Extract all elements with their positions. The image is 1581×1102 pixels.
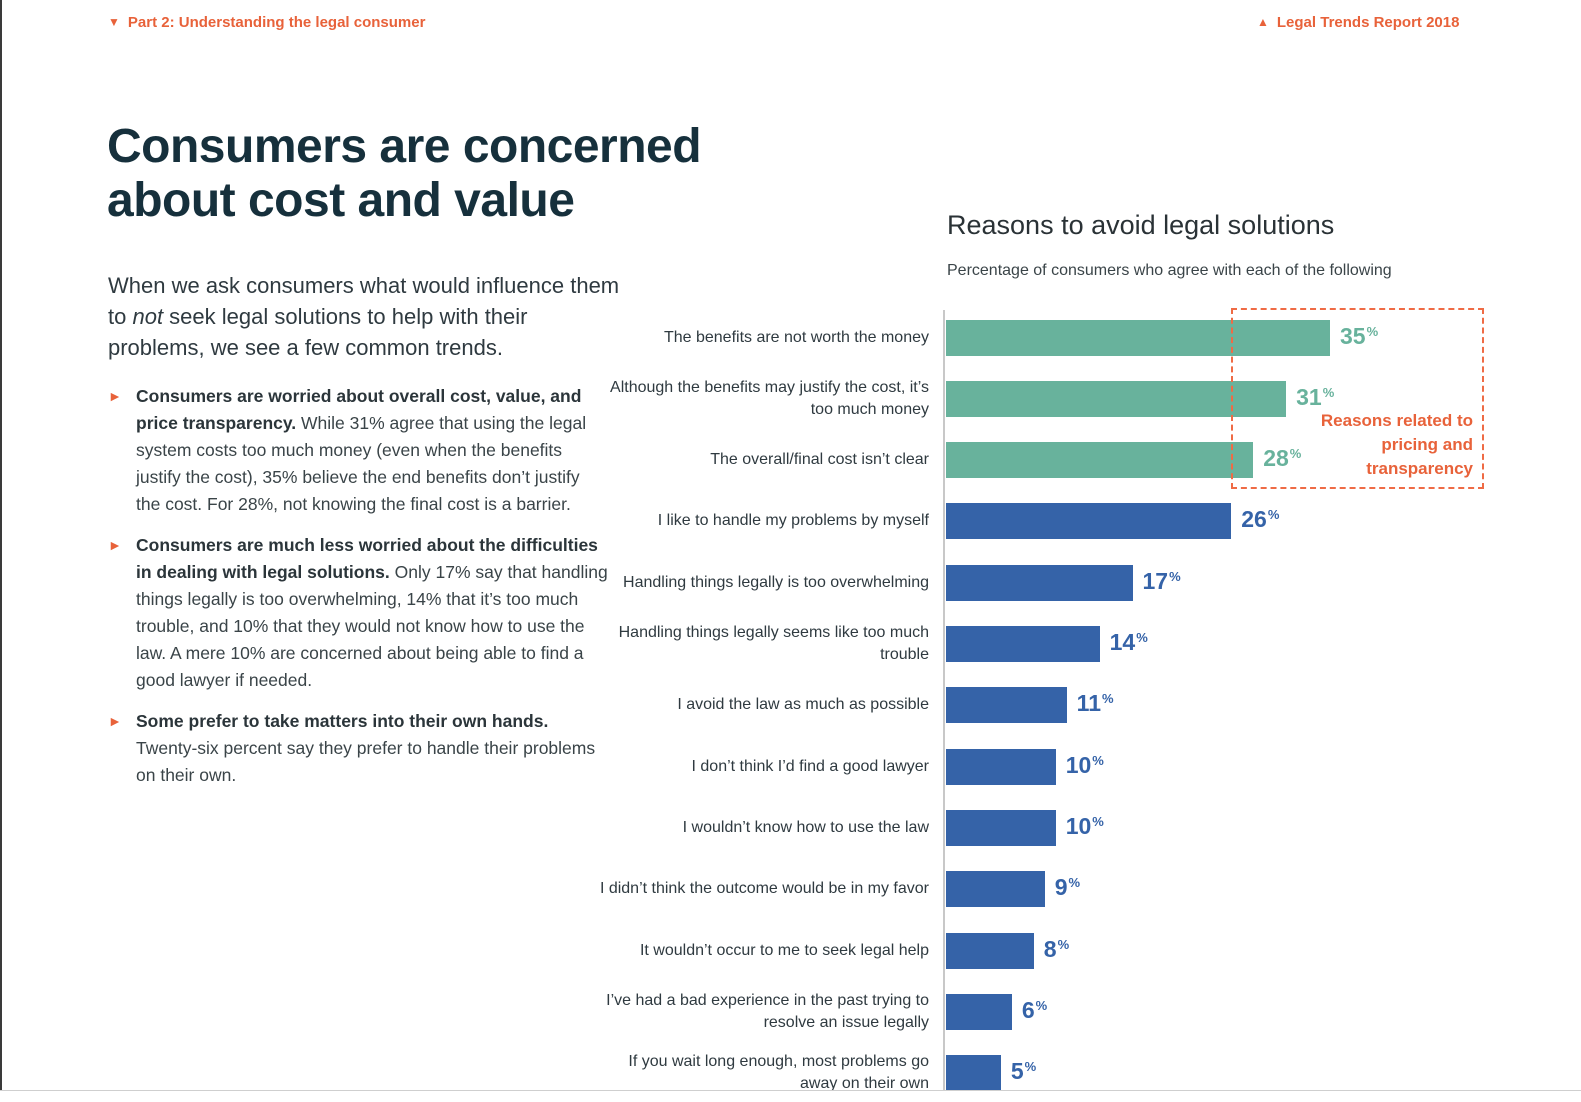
- report-header-label: Legal Trends Report 2018: [1276, 14, 1460, 31]
- finding-heading: Some prefer to take matters into their o…: [136, 711, 549, 731]
- finding-heading: Consumers are much less worried about th…: [136, 535, 598, 582]
- chart-row: I like to handle my problems by myself 26…: [0, 503, 1581, 539]
- intro-emphasis: not: [132, 304, 164, 329]
- pricing-highlight-box: [1231, 308, 1484, 489]
- bullet-arrow-icon: ►: [108, 537, 122, 553]
- chart-category-label: The benefits are not worth the money: [663, 329, 929, 346]
- chart-row: If you wait long enough, most problems g…: [0, 1053, 1581, 1092]
- page-bottom-edge: [0, 1090, 1581, 1102]
- section-header-label: Part 2: Understanding the legal consumer: [127, 14, 426, 31]
- chart-value-label: 9%: [1054, 874, 1081, 900]
- chart-bar: [946, 626, 1100, 662]
- triangle-up-icon: ▲: [1257, 15, 1269, 29]
- chart-value-label: 8%: [1043, 936, 1070, 962]
- triangle-down-icon: ▼: [108, 15, 120, 29]
- chart-category-label: I like to handle my problems by myself: [657, 512, 929, 529]
- chart-row: Handling things legally seems like too m…: [0, 624, 1581, 663]
- chart-category-label: I don’t think I’d find a good lawyer: [691, 758, 929, 775]
- chart-bar: [946, 871, 1045, 907]
- chart-value-label: 5%: [1010, 1058, 1037, 1084]
- chart-category-label: I’ve had a bad experience in the past tr…: [606, 992, 929, 1031]
- finding-heading: Consumers are worried about overall cost…: [136, 386, 582, 433]
- chart-category-label: Handling things legally is too overwhelm…: [623, 574, 929, 591]
- chart-category-label: I avoid the law as much as possible: [677, 696, 929, 713]
- chart-bar: [946, 687, 1067, 723]
- finding-item: ► Some prefer to take matters into their …: [108, 708, 608, 789]
- bullet-arrow-icon: ►: [108, 713, 122, 729]
- finding-text: While 31% agree that using the legal sys…: [136, 413, 587, 514]
- chart-bar: [946, 320, 1330, 356]
- intro-paragraph: When we ask consumers what would influen…: [108, 270, 628, 363]
- pricing-annotation: Reasons related to pricing and transpare…: [1320, 411, 1473, 478]
- intro-text-after: seek legal solutions to help with their …: [108, 304, 528, 360]
- chart-category-label: The overall/final cost isn’t clear: [710, 451, 929, 468]
- chart-row: I don’t think I’d find a good lawyer 10%: [0, 749, 1581, 785]
- chart-row: It wouldn’t occur to me to seek legal he…: [0, 933, 1581, 969]
- chart-bar: [946, 749, 1056, 785]
- finding-text: Twenty-six percent say they prefer to ha…: [136, 738, 596, 785]
- chart-row: I avoid the law as much as possible 11%: [0, 687, 1581, 723]
- chart-bar: [946, 933, 1034, 969]
- chart-bar: [946, 994, 1012, 1030]
- chart-category-label: Although the benefits may justify the co…: [610, 379, 929, 418]
- chart-row: Handling things legally is too overwhelm…: [0, 565, 1581, 601]
- chart-value-label: 35%: [1340, 323, 1379, 349]
- page-title: Consumers are concerned about cost and v…: [107, 120, 702, 227]
- finding-item: ► Consumers are worried about overall cos…: [108, 383, 608, 518]
- chart-bar: [946, 503, 1232, 539]
- chart-value-label: 6%: [1021, 997, 1048, 1023]
- chart-category-label: Handling things legally seems like too m…: [618, 624, 929, 663]
- report-header: ▲ Legal Trends Report 2018: [1257, 14, 1459, 31]
- chart-value-label: 14%: [1109, 629, 1148, 655]
- chart-bar: [946, 442, 1254, 478]
- chart-row: The overall/final cost isn’t clear 28%: [0, 442, 1581, 478]
- chart-value-label: 10%: [1065, 752, 1104, 778]
- chart-value-label: 26%: [1241, 506, 1280, 532]
- chart-bar: [946, 810, 1056, 846]
- key-findings-list: ► Consumers are worried about overall cos…: [108, 383, 608, 803]
- finding-item: ► Consumers are much less worried about t…: [108, 532, 608, 694]
- finding-text: Only 17% say that handling things legall…: [136, 562, 608, 690]
- chart-bar: [946, 1055, 1001, 1091]
- chart-value-label: 11%: [1076, 690, 1114, 716]
- chart-value-label: 10%: [1065, 813, 1104, 839]
- chart-row: The benefits are not worth the money 35%: [0, 320, 1581, 356]
- chart-value-label: 17%: [1142, 568, 1181, 594]
- chart-value-label: 28%: [1263, 445, 1302, 471]
- page-edge: [0, 0, 2, 1101]
- chart-title: Reasons to avoid legal solutions: [947, 210, 1335, 240]
- chart-row: I’ve had a bad experience in the past tr…: [0, 992, 1581, 1031]
- chart-category-label: If you wait long enough, most problems g…: [628, 1053, 929, 1092]
- chart-subtitle: Percentage of consumers who agree with e…: [947, 262, 1392, 279]
- chart-category-label: It wouldn’t occur to me to seek legal he…: [639, 942, 929, 959]
- chart-bar: [946, 381, 1287, 417]
- chart-row: I didn’t think the outcome would be in m…: [0, 871, 1581, 907]
- chart-row: I wouldn’t know how to use the law 10%: [0, 810, 1581, 846]
- chart-category-label: I wouldn’t know how to use the law: [682, 819, 929, 836]
- intro-text-before: When we ask consumers what would influen…: [108, 273, 620, 329]
- chart-value-label: 31%: [1296, 384, 1335, 410]
- chart-bar: [946, 565, 1133, 601]
- bullet-arrow-icon: ►: [108, 388, 122, 404]
- chart-row: Although the benefits may justify the co…: [0, 379, 1581, 418]
- chart-category-label: I didn’t think the outcome would be in m…: [599, 880, 929, 897]
- section-header: ▼ Part 2: Understanding the legal consume…: [108, 14, 425, 31]
